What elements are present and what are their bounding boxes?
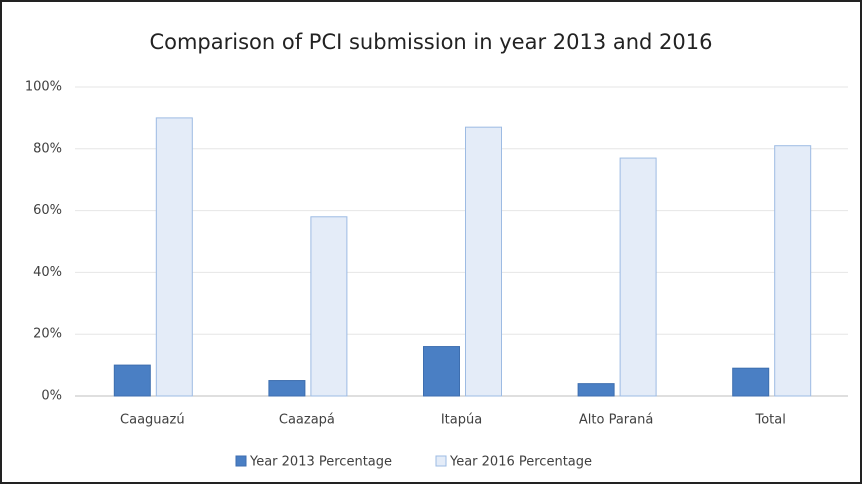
bar	[465, 126, 502, 397]
y-tick-label: 60%	[33, 203, 62, 218]
bar	[310, 216, 348, 397]
bar	[113, 364, 151, 397]
y-tick-label: 0%	[41, 389, 62, 404]
x-tick-label: Caaguazú	[120, 413, 185, 428]
x-tick-label: Alto Paraná	[579, 413, 653, 428]
x-tick-label: Itapúa	[441, 413, 482, 428]
bar	[774, 145, 812, 397]
bar	[155, 117, 193, 397]
legend-swatch	[235, 455, 247, 467]
bar	[577, 383, 615, 397]
y-tick-label: 40%	[33, 265, 62, 280]
bar	[732, 367, 770, 397]
x-tick-label: Total	[755, 413, 786, 428]
bar	[619, 157, 657, 397]
chart-title: Comparison of PCI submission in year 201…	[149, 30, 712, 54]
bar	[423, 346, 460, 397]
bar	[268, 380, 306, 397]
x-tick-label: Caazapá	[279, 413, 335, 428]
legend-swatch	[435, 455, 447, 467]
legend-label: Year 2013 Percentage	[249, 455, 392, 470]
legend-label: Year 2016 Percentage	[449, 455, 592, 470]
y-tick-label: 100%	[25, 80, 62, 95]
y-tick-label: 20%	[33, 327, 62, 342]
y-tick-label: 80%	[33, 141, 62, 156]
